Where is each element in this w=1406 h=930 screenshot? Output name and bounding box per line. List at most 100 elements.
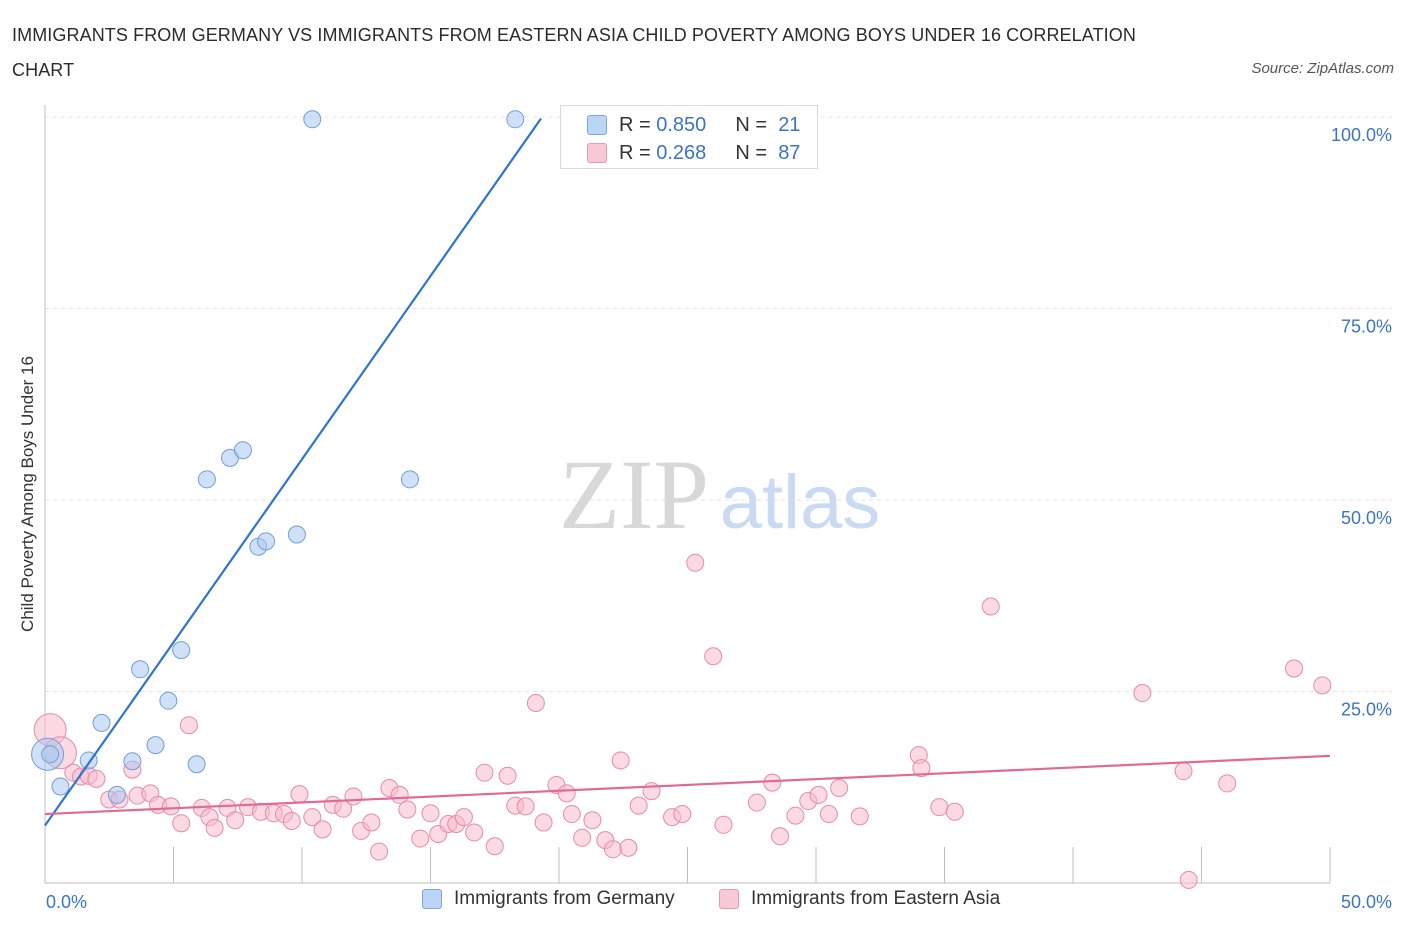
trend-line-germany — [44, 117, 542, 827]
point-germany — [131, 660, 150, 679]
series-eastern-asia — [33, 553, 1332, 889]
point-eastern-asia — [485, 837, 504, 856]
point-eastern-asia — [642, 782, 661, 801]
series-germany — [31, 110, 525, 804]
point-eastern-asia — [1174, 762, 1193, 781]
point-eastern-asia — [454, 808, 473, 827]
point-eastern-asia — [830, 779, 849, 798]
legend-r-label: R = — [619, 141, 651, 164]
point-germany — [146, 736, 165, 755]
point-germany — [92, 713, 111, 732]
point-eastern-asia — [179, 716, 198, 735]
point-eastern-asia — [1285, 659, 1304, 678]
point-eastern-asia — [534, 813, 553, 832]
point-eastern-asia — [945, 802, 964, 821]
point-germany — [287, 525, 306, 544]
point-germany — [257, 532, 276, 551]
point-germany — [187, 755, 206, 774]
point-eastern-asia — [747, 793, 766, 812]
x-tick-label: 50.0% — [1341, 892, 1392, 912]
point-eastern-asia — [516, 797, 535, 816]
point-eastern-asia — [583, 811, 602, 830]
point-eastern-asia — [498, 766, 517, 785]
point-eastern-asia — [205, 818, 224, 837]
legend-n-label: N = — [735, 141, 768, 164]
point-eastern-asia — [172, 814, 191, 833]
legend-row-eastern-asia: R = 0.268 N = 87 — [587, 139, 800, 167]
y-tick-label: 50.0% — [1341, 508, 1392, 528]
point-eastern-asia — [771, 827, 790, 846]
legend-swatch-germany — [587, 115, 607, 135]
point-eastern-asia — [1179, 870, 1198, 889]
point-germany — [172, 641, 191, 660]
point-germany — [506, 110, 525, 129]
y-tick-label: 100.0% — [1331, 125, 1392, 145]
point-eastern-asia — [313, 820, 332, 839]
point-eastern-asia — [344, 787, 363, 806]
legend-r-label: R = — [619, 113, 651, 136]
point-eastern-asia — [714, 815, 733, 834]
point-eastern-asia — [398, 800, 417, 819]
legend-n-label: N = — [735, 113, 768, 136]
point-eastern-asia — [526, 693, 545, 712]
legend-item-germany[interactable]: Immigrants from Germany — [422, 888, 675, 910]
point-eastern-asia — [603, 840, 622, 859]
point-eastern-asia — [421, 804, 440, 823]
tick-labels: 25.0% 50.0% 75.0% 100.0% 0.0% 50.0% — [46, 125, 1392, 912]
point-eastern-asia — [1313, 676, 1332, 695]
point-eastern-asia — [819, 805, 838, 824]
point-eastern-asia — [1218, 774, 1237, 793]
point-eastern-asia — [465, 823, 484, 842]
point-eastern-asia — [850, 807, 869, 826]
correlation-legend: R = 0.850 N = 21 R = 0.268 N = 87 — [560, 105, 818, 169]
watermark-atlas: atlas — [720, 460, 881, 545]
point-eastern-asia — [786, 806, 805, 825]
point-germany — [159, 691, 178, 710]
legend-label-germany: Immigrants from Germany — [454, 888, 675, 909]
y-axis-label: Child Poverty Among Boys Under 16 — [18, 356, 37, 632]
point-eastern-asia — [930, 798, 949, 817]
legend-row-germany: R = 0.850 N = 21 — [587, 111, 800, 139]
point-germany — [197, 470, 216, 489]
point-eastern-asia — [686, 553, 705, 572]
point-eastern-asia — [226, 811, 245, 830]
watermark-zip: ZIP — [559, 439, 709, 550]
point-eastern-asia — [87, 769, 106, 788]
point-eastern-asia — [411, 829, 430, 848]
point-eastern-asia — [619, 838, 638, 857]
series-legend: Immigrants from Germany Immigrants from … — [0, 888, 1406, 916]
point-eastern-asia — [161, 797, 180, 816]
point-eastern-asia — [290, 785, 309, 804]
legend-n-value: 87 — [778, 141, 801, 164]
point-eastern-asia — [303, 808, 322, 827]
legend-r-value: 0.268 — [656, 141, 707, 164]
point-germany — [51, 777, 70, 796]
watermark: ZIP atlas — [559, 439, 880, 550]
point-germany — [107, 785, 126, 804]
point-eastern-asia — [282, 811, 301, 830]
point-eastern-asia — [763, 773, 782, 792]
point-eastern-asia — [562, 805, 581, 824]
trend-lines — [44, 117, 1331, 827]
point-germany — [400, 470, 419, 489]
legend-item-eastern-asia[interactable]: Immigrants from Eastern Asia — [719, 888, 1000, 910]
gridlines — [45, 116, 1392, 692]
point-eastern-asia — [704, 647, 723, 666]
point-eastern-asia — [912, 759, 931, 778]
point-eastern-asia — [475, 763, 494, 782]
chart-title: IMMIGRANTS FROM GERMANY VS IMMIGRANTS FR… — [12, 25, 1136, 80]
point-germany — [41, 745, 60, 764]
legend-label-eastern-asia: Immigrants from Eastern Asia — [751, 888, 1001, 909]
point-germany — [233, 441, 252, 460]
point-eastern-asia — [1133, 684, 1152, 703]
point-eastern-asia — [370, 842, 389, 861]
legend-swatch-germany — [422, 889, 442, 909]
legend-r-value: 0.850 — [656, 113, 707, 136]
point-eastern-asia — [362, 813, 381, 832]
trend-line-eastern-asia — [44, 754, 1331, 816]
point-eastern-asia — [557, 784, 576, 803]
point-eastern-asia — [573, 828, 592, 847]
point-eastern-asia — [981, 597, 1000, 616]
legend-n-value: 21 — [778, 113, 801, 136]
